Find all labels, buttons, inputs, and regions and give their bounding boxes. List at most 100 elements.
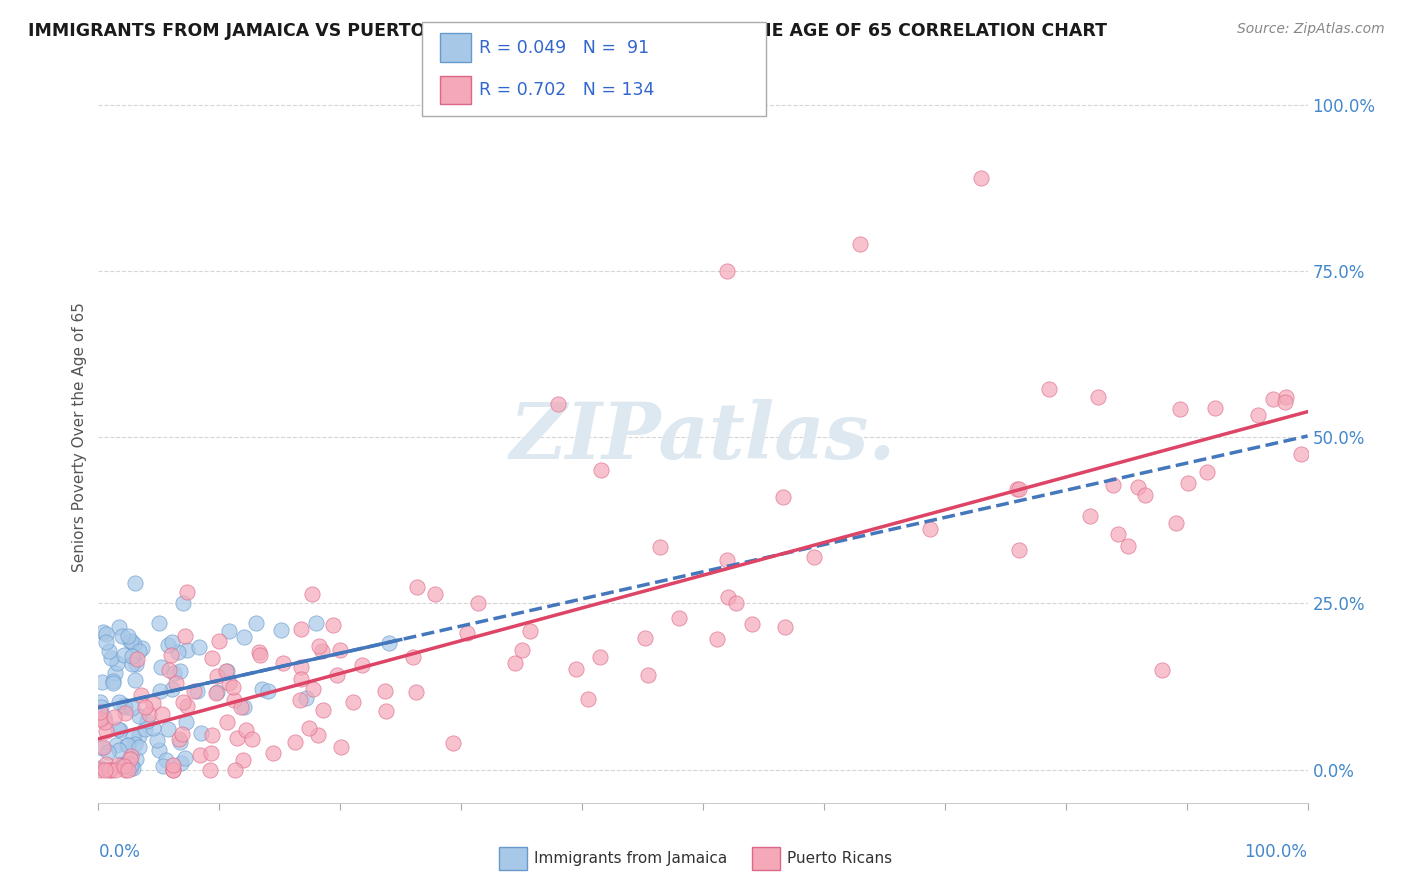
Point xyxy=(198,763,221,777)
Point xyxy=(125,652,148,666)
Point xyxy=(1274,394,1296,409)
Point xyxy=(117,738,139,752)
Point xyxy=(352,658,374,673)
Point xyxy=(1005,482,1028,496)
Point xyxy=(1166,516,1188,530)
Point xyxy=(218,675,240,690)
Point xyxy=(162,758,184,772)
Point xyxy=(122,637,145,651)
Point xyxy=(217,665,239,679)
Point xyxy=(207,634,229,648)
Point xyxy=(94,756,117,771)
Point xyxy=(165,676,187,690)
Point xyxy=(245,616,267,631)
Point xyxy=(91,625,114,640)
Point xyxy=(717,590,740,604)
Point xyxy=(284,735,307,749)
Point xyxy=(160,648,183,662)
Point xyxy=(89,695,111,709)
Point xyxy=(190,726,212,740)
Point xyxy=(145,733,167,747)
Point xyxy=(128,729,150,743)
Point xyxy=(918,522,941,536)
Point xyxy=(1116,539,1139,553)
Point xyxy=(152,758,174,772)
Point xyxy=(167,731,190,746)
Point xyxy=(305,616,328,631)
Point xyxy=(716,264,738,278)
Point xyxy=(167,645,190,659)
Point xyxy=(1008,542,1031,557)
Text: R = 0.049   N =  91: R = 0.049 N = 91 xyxy=(479,38,650,57)
Point xyxy=(91,674,114,689)
Point xyxy=(1168,401,1191,416)
Point xyxy=(441,736,464,750)
Point xyxy=(138,707,160,722)
Point xyxy=(311,703,333,717)
Point xyxy=(374,704,396,718)
Point xyxy=(232,753,254,767)
Point xyxy=(162,763,184,777)
Point xyxy=(162,763,184,777)
Point xyxy=(163,665,186,680)
Point xyxy=(329,739,352,754)
Point xyxy=(250,681,273,696)
Point xyxy=(1078,509,1101,524)
Text: Puerto Ricans: Puerto Ricans xyxy=(787,851,893,865)
Point xyxy=(104,666,127,681)
Y-axis label: Seniors Poverty Over the Age of 65: Seniors Poverty Over the Age of 65 xyxy=(72,302,87,572)
Point xyxy=(122,761,145,775)
Point xyxy=(91,741,114,756)
Point xyxy=(256,684,278,698)
Point xyxy=(125,752,148,766)
Point xyxy=(1204,401,1226,415)
Point xyxy=(402,649,425,664)
Point xyxy=(423,587,446,601)
Point xyxy=(308,639,330,653)
Point xyxy=(114,706,136,721)
Point xyxy=(169,664,191,678)
Point xyxy=(229,700,252,714)
Point xyxy=(150,706,173,721)
Point xyxy=(93,709,115,723)
Point xyxy=(90,700,112,714)
Point xyxy=(157,722,180,736)
Point xyxy=(128,740,150,755)
Point xyxy=(741,617,763,632)
Point xyxy=(89,761,111,775)
Point xyxy=(101,673,124,688)
Point xyxy=(118,634,141,648)
Point xyxy=(322,618,344,632)
Point xyxy=(142,721,165,735)
Point xyxy=(107,722,129,736)
Point xyxy=(232,630,254,644)
Point xyxy=(128,709,150,723)
Point xyxy=(148,683,170,698)
Point xyxy=(89,763,111,777)
Point xyxy=(262,746,284,760)
Point xyxy=(637,667,659,681)
Point xyxy=(117,738,139,752)
Point xyxy=(724,596,747,610)
Point xyxy=(173,629,195,643)
Point xyxy=(1152,663,1174,677)
Point xyxy=(204,686,226,700)
Point xyxy=(176,699,198,714)
Point xyxy=(112,698,135,712)
Point xyxy=(1247,408,1270,422)
Point xyxy=(108,723,131,737)
Point xyxy=(121,649,143,664)
Point xyxy=(112,758,135,772)
Point xyxy=(215,664,238,678)
Point xyxy=(89,706,111,720)
Point xyxy=(1177,475,1199,490)
Point xyxy=(510,643,533,657)
Point xyxy=(118,752,141,766)
Point xyxy=(121,730,143,744)
Point xyxy=(125,657,148,672)
Point xyxy=(107,695,129,709)
Point xyxy=(148,616,170,631)
Point xyxy=(668,610,690,624)
Point xyxy=(111,629,134,643)
Point xyxy=(970,170,993,185)
